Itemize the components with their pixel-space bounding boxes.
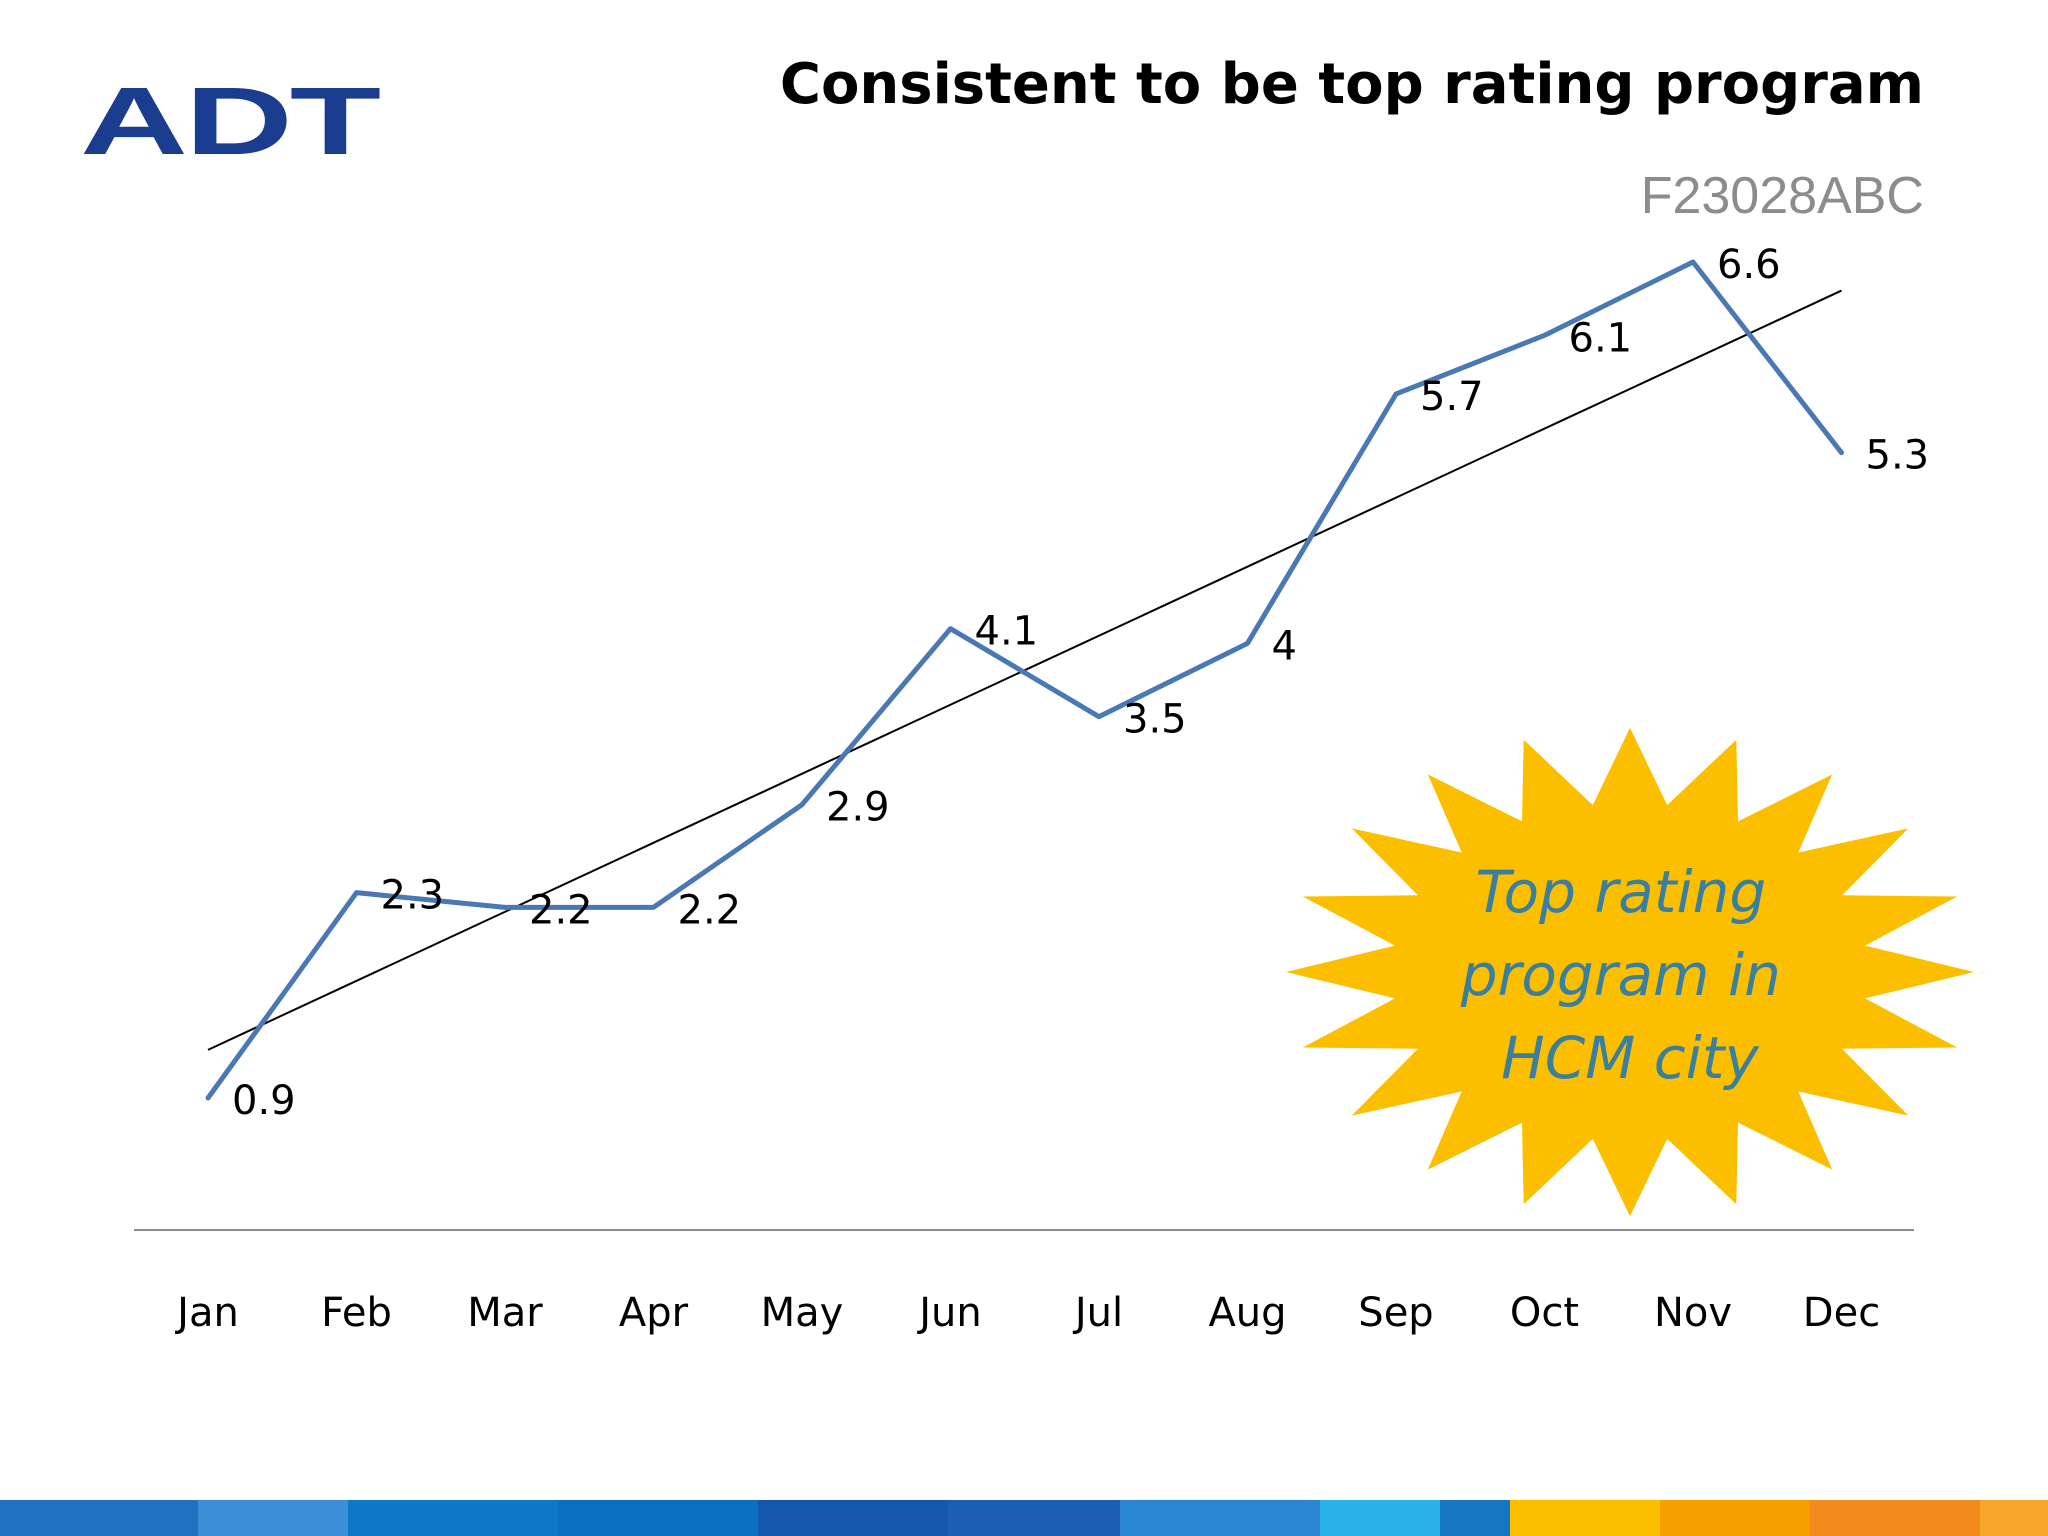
x-tick-label: Feb	[321, 1290, 392, 1336]
footer-segment	[1320, 1500, 1440, 1536]
footer-segment	[348, 1500, 558, 1536]
page-title: Consistent to be top rating program	[779, 52, 1924, 117]
adt-logo: ADT	[80, 76, 380, 158]
data-labels-group: 0.9 2.3 2.2 2.2 2.9 4.1 3.5 4 5.7 6.1 6.6 5.3	[232, 242, 1929, 1124]
x-tick-label: Oct	[1510, 1290, 1579, 1336]
series-line	[205, 259, 1844, 1101]
x-tick-label: Aug	[1208, 1290, 1286, 1336]
footer-segment	[1660, 1500, 1810, 1536]
data-label: 4	[1272, 623, 1297, 669]
data-label: 5.3	[1866, 433, 1930, 479]
callout-line-3: HCM city	[1501, 1024, 1759, 1092]
x-tick-label: Mar	[467, 1290, 543, 1336]
footer-segment	[1120, 1500, 1320, 1536]
callout-text: Top rating program in HCM city	[1460, 858, 1800, 1092]
x-tick-label: Jan	[174, 1290, 239, 1336]
data-label: 2.2	[678, 887, 742, 933]
x-tick-label: Jul	[1072, 1290, 1123, 1336]
footer-segment	[1440, 1500, 1510, 1536]
x-tick-label: Dec	[1803, 1290, 1880, 1336]
footer-segment	[758, 1500, 948, 1536]
x-tick-label: Sep	[1358, 1290, 1433, 1336]
data-label: 2.9	[826, 785, 890, 831]
starburst-shape	[1286, 727, 1974, 1217]
data-label: 2.3	[381, 873, 445, 919]
callout-line-1: Top rating	[1475, 858, 1766, 926]
footer-segment	[558, 1500, 758, 1536]
footer-segment	[1810, 1500, 1980, 1536]
data-label: 6.6	[1717, 242, 1781, 288]
x-tick-label: Nov	[1654, 1290, 1732, 1336]
data-label: 4.1	[975, 609, 1039, 655]
data-label: 2.2	[529, 887, 593, 933]
footer-segment	[948, 1500, 1120, 1536]
logo-text: ADT	[80, 76, 380, 158]
starburst-callout: Top rating program in HCM city	[1286, 727, 1974, 1217]
footer-segment	[0, 1500, 198, 1536]
callout-line-2: program in	[1460, 941, 1781, 1009]
x-tick-label: Jun	[916, 1290, 982, 1336]
x-tick-label: Apr	[619, 1290, 689, 1336]
footer-segment	[198, 1500, 348, 1536]
footer-color-bar	[0, 1500, 2048, 1536]
data-label: 0.9	[232, 1078, 296, 1124]
x-tick-label: May	[761, 1290, 844, 1336]
page-subtitle: F23028ABC	[1640, 167, 1924, 225]
footer-segment	[1510, 1500, 1660, 1536]
data-label: 3.5	[1123, 697, 1187, 743]
footer-segment	[1980, 1500, 2048, 1536]
series-group	[205, 259, 1844, 1101]
x-tick-labels-group: Jan Feb Mar Apr May Jun Jul Aug Sep Oct Nov Dec	[174, 1290, 1880, 1336]
data-label: 6.1	[1569, 315, 1633, 361]
data-label: 5.7	[1420, 374, 1484, 420]
